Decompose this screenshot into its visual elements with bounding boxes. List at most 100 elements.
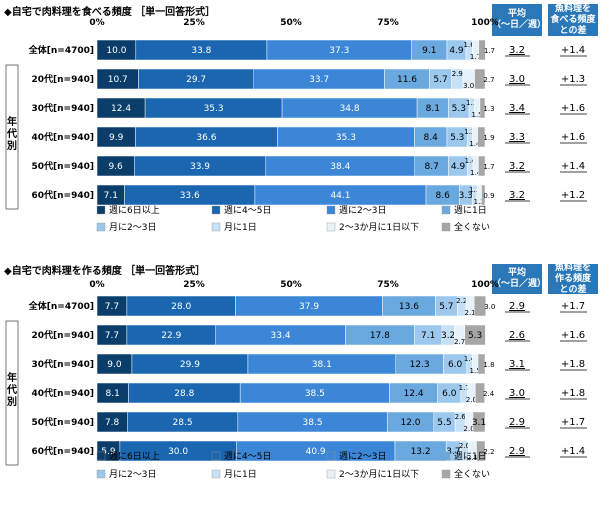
chart2-diff-value: +1.6 [561,330,585,341]
chart1-bar-segment [479,97,486,119]
chart1-category-label: 30代[n=940] [32,102,95,114]
chart2-legend-label: 週に6日以上 [109,451,160,462]
chart1-legend-label: 週に4～5日 [224,205,271,216]
chart1-legend-label: 全くない [454,221,490,233]
chart1-data-label: 8.6 [436,191,451,201]
chart2-legend-swatch [441,469,451,479]
chart2-data-label: 5.9 [101,447,116,457]
chart1-data-label: 3.0 [463,82,474,90]
chart1-diff-value: +1.3 [561,74,585,85]
chart1-bar-segment [478,39,486,61]
chart1-avg-value: 3.2 [509,45,525,56]
chart2-data-label: 12.4 [404,389,424,399]
chart1-data-label: 33.6 [180,191,200,201]
chart2-data-label: 7.1 [421,331,435,341]
chart2-data-label: 28.5 [173,418,193,428]
chart2-bar-segment [476,440,486,462]
chart2-data-label: 2.0 [466,396,477,404]
chart2-legend-label: 月に1日 [224,469,257,480]
chart2-subtitle: ［単一回答形式］ [125,266,206,277]
chart1-avg-header: 平均 （～日／週） [492,4,546,36]
chart1-tick-label: 50% [280,18,302,28]
chart2-bar-segment [472,411,486,433]
chart2-group-box [5,320,19,466]
chart1-diff-value: +1.4 [561,161,585,172]
chart1-legend-label: 2～3か月に1日以下 [339,222,419,233]
chart2-data-label: 5.7 [439,302,453,312]
chart2-diff-header: 魚料理を 作る頻度 との差 [548,263,598,295]
chart1-data-label: 1.3 [466,99,477,107]
chart2-legend-swatch [211,451,221,461]
chart1-data-label: 2.9 [452,70,463,78]
chart2-data-label: 9.0 [107,360,122,370]
chart2-data-label: 6.0 [448,360,463,370]
chart1-group-label-char: 年 [7,115,17,128]
chart1-diff-value: +1.6 [561,103,585,114]
chart2-diff-value: +1.4 [561,446,585,457]
chart1-legend-label: 月に2～3日 [109,222,156,233]
chart1-tick-label: 100% [471,18,499,28]
chart1-avg-value: 3.4 [509,103,525,114]
chart1-avg-value: 3.0 [509,74,525,85]
chart1-data-label: 1.2 [464,128,475,136]
chart2-avg-value: 2.9 [509,446,525,457]
chart1-data-label: 35.3 [204,104,224,114]
chart2-category-label: 20代[n=940] [32,329,95,341]
chart1-data-label: 8.4 [424,133,439,143]
chart1-category-label: 60代[n=940] [32,189,95,201]
chart2-data-label: 2.7 [454,338,465,346]
chart2-legend-swatch [326,469,336,479]
chart1-category-label: 40代[n=940] [32,131,95,143]
chart1-data-label: 10.7 [108,75,128,85]
chart2-data-label: 30.0 [168,447,188,457]
chart2-legend-label: 全くない [454,468,490,480]
chart1-group-label-char: 代 [6,127,17,140]
chart2-legend-swatch [326,451,336,461]
chart2-data-label: 1.4 [464,355,476,363]
chart2-tick-label: 100% [471,280,499,290]
chart1-data-label: 29.7 [186,75,206,85]
chart1-category-label: 全体[n=4700] [28,44,94,56]
chart2-data-label: 29.9 [180,360,200,370]
chart2-data-label: 2.1 [467,454,478,462]
chart2-data-label: 8.1 [106,389,120,399]
chart1-data-label: 5.3 [452,104,466,114]
chart2-category-label: 50代[n=940] [32,416,95,428]
chart1-diff-value: +1.6 [561,132,585,143]
chart1-data-label: 11.6 [397,75,417,85]
chart1-diff-value: +1.2 [561,190,585,201]
chart1-data-label: 1.7 [484,47,495,55]
chart1-data-label: 36.6 [196,133,216,143]
chart2-title: ◆自宅で肉料理を作る頻度 ［単一回答形式］ [4,262,205,277]
chart1-data-label: 1.7 [470,53,481,61]
chart1-legend-label: 月に1日 [224,222,257,233]
chart1-bar-segment [478,155,486,177]
chart2-data-label: 2.0 [464,425,475,433]
chart1-data-label: 4.9 [449,46,464,56]
chart2-data-label: 13.2 [411,447,431,457]
chart1-data-label: 4.9 [451,162,466,172]
chart1-data-label: 1.9 [483,134,494,142]
chart2-legend-label: 週に2～3日 [339,451,386,462]
chart2-data-label: 2.1 [464,309,475,317]
chart2-data-label: 2.2 [456,297,467,305]
chart1-subtitle: ［単一回答形式］ [135,7,216,18]
chart1-title-text: ◆自宅で肉料理を食べる頻度 [4,7,132,18]
chart2-legend-label: 2～3か月に1日以下 [339,469,419,480]
chart2-avg-value: 2.9 [509,301,525,312]
chart2-tick-label: 50% [280,280,302,290]
chart1-data-label: 5.3 [450,133,464,143]
chart1-group-label-char: 別 [6,139,17,152]
chart1-tick-label: 75% [377,18,399,28]
chart1-data-label: 10.0 [106,46,126,56]
chart2-diff-value: +1.8 [561,388,585,399]
chart1-category-label: 20代[n=940] [32,73,95,85]
chart1-data-label: 1.2 [474,198,485,206]
chart2-data-label: 28.8 [174,389,194,399]
chart2-group-label-char: 代 [6,383,17,396]
chart2-bar-segment [473,295,487,317]
chart1-bar-segment [477,126,486,148]
chart1-legend-label: 週に1日 [454,205,487,216]
chart1-data-label: 34.8 [340,104,360,114]
